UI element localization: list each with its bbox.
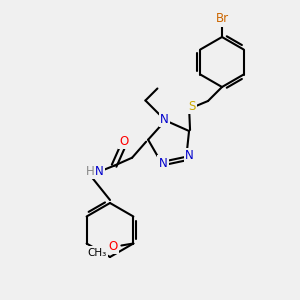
Text: H: H <box>86 165 94 178</box>
Text: O: O <box>109 240 118 253</box>
Text: CH₃: CH₃ <box>88 248 107 257</box>
Text: N: N <box>95 165 103 178</box>
Text: N: N <box>185 149 194 162</box>
Text: O: O <box>119 135 129 148</box>
Text: S: S <box>188 100 196 112</box>
Text: Br: Br <box>215 13 229 26</box>
Text: N: N <box>159 157 167 169</box>
Text: N: N <box>160 113 169 126</box>
